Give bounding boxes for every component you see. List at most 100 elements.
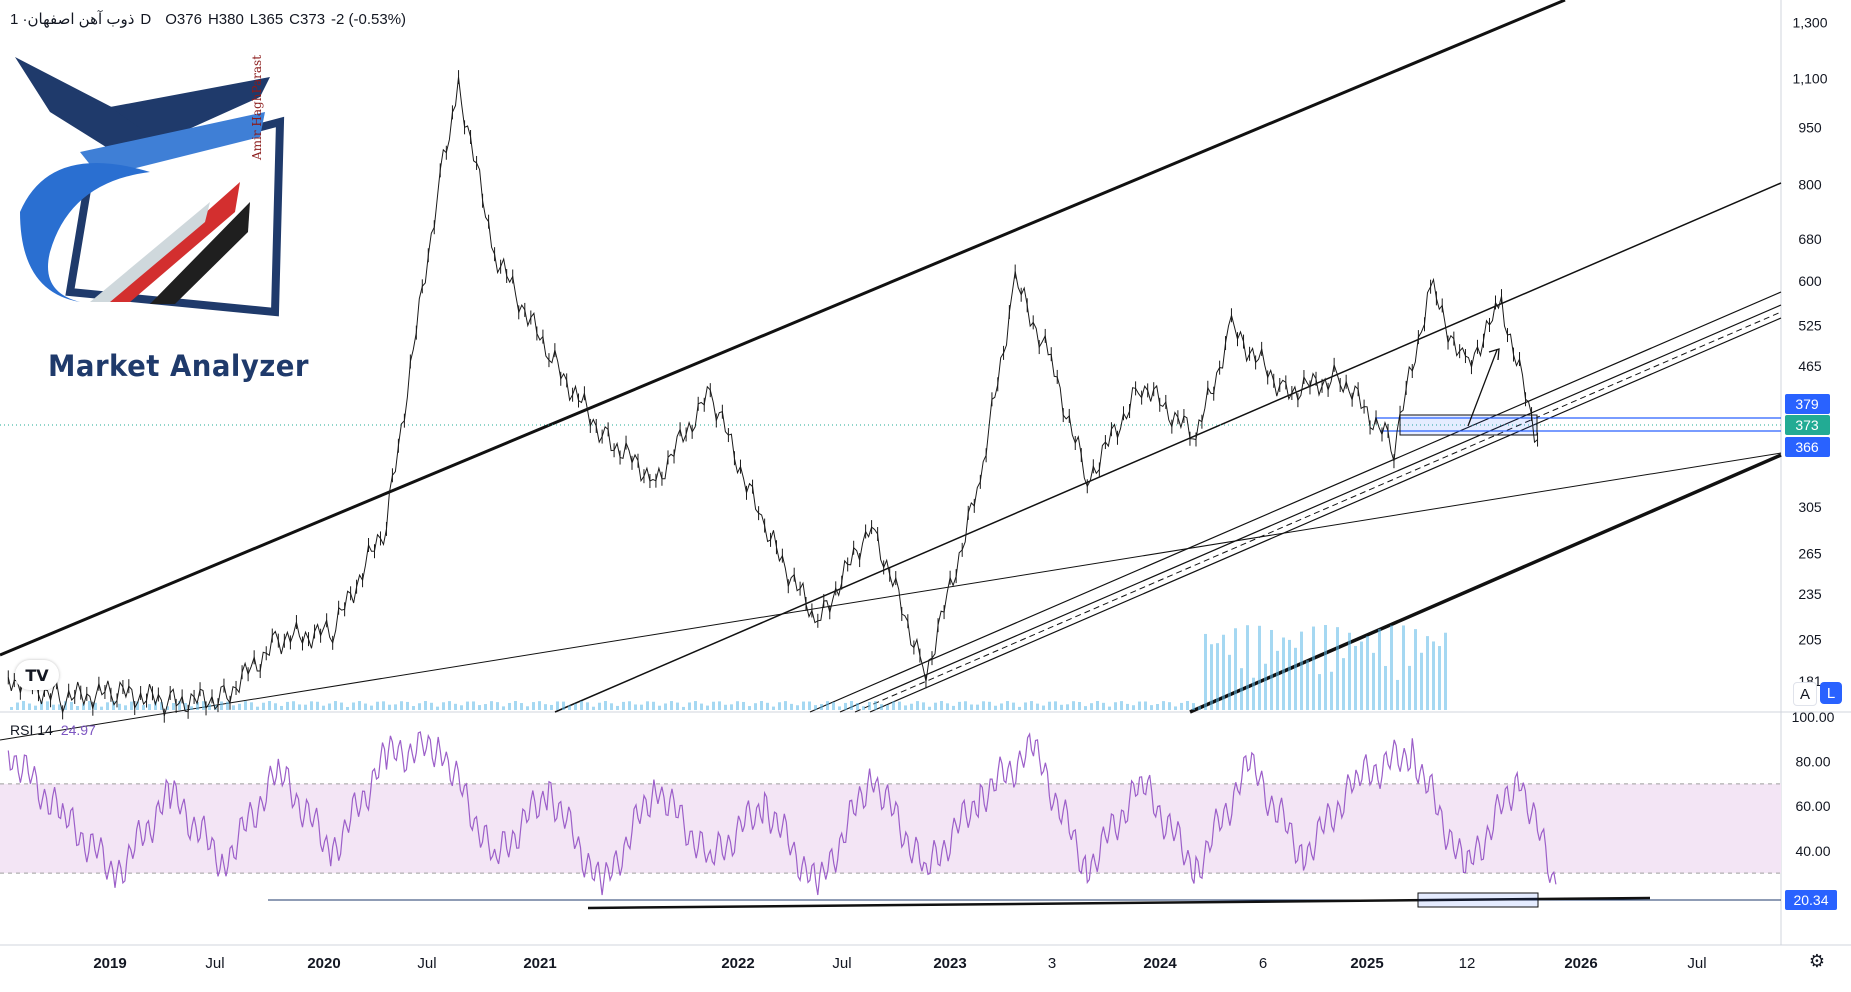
volume-bar [910,703,913,710]
volume-bar [754,703,757,710]
price-tick-label: 600 [1798,273,1822,289]
timeframe-label[interactable]: · 1D [10,11,152,28]
volume-bar [340,702,343,710]
rsi-trend-line [587,896,1651,910]
volume-bar [802,701,805,710]
volume-bar [1186,701,1189,710]
volume-bar [922,702,925,710]
volume-bar [496,702,499,710]
rsi-tick-label: 40.00 [1795,843,1830,859]
volume-bar [1042,705,1045,710]
volume-bar [730,704,733,710]
volume-bar [1168,702,1171,710]
volume-bar [328,703,331,710]
log-scale-button[interactable]: L [1820,682,1842,704]
volume-bar [526,706,529,710]
volume-bar [268,701,271,710]
volume-bar [1000,703,1003,710]
close-value: C373 [289,11,326,28]
auto-scale-button[interactable]: A [1793,682,1817,706]
volume-bar [586,702,589,710]
volume-bar [466,701,469,710]
volume-bar [736,701,739,710]
rsi-header: RSI 14 24.97 [10,722,96,738]
volume-bar [292,701,295,710]
volume-bar [460,705,463,710]
time-tick-label: 3 [1048,955,1056,972]
time-tick-label: Jul [832,955,851,972]
tradingview-logo-icon[interactable]: TV [15,660,59,690]
price-badge-label: 373 [1795,417,1819,433]
volume-bar [1030,701,1033,710]
volume-bar [136,701,139,710]
volume-bar [436,706,439,710]
volume-bar [1138,701,1141,710]
volume-bar [1222,634,1225,710]
price-badge-bg [1785,415,1830,435]
volume-bar [148,704,151,710]
volume-bar [562,701,565,710]
volume-bar [1312,626,1315,710]
volume-bar [202,701,205,710]
volume-bar [478,705,481,710]
volume-bar [1132,705,1135,710]
volume-bar [1414,629,1417,710]
volume-bar [1330,671,1333,710]
volume-bar [568,705,571,710]
settings-gear-icon[interactable]: ⚙ [1808,950,1826,971]
volume-bar [880,704,883,710]
price-badge-bg [1785,394,1830,414]
volume-bar [1060,704,1063,710]
price-badge-bg [1785,437,1830,457]
volume-bar [694,701,697,710]
rsi-tick-label: 100.00 [1792,709,1835,725]
volume-bar [670,701,673,710]
volume-bar [700,703,703,710]
volume-bar [760,701,763,710]
volume-bar [472,701,475,710]
volume-bar [1276,650,1279,710]
volume-bar [520,703,523,710]
volume-bar [64,701,67,710]
price-badge-373: 373 [1785,415,1830,435]
logo-author: Amir HaghParast [250,54,264,160]
rsi-band [0,783,1781,874]
trend-line-4 [839,304,1782,713]
volume-bar [610,703,613,710]
volume-bar [1150,705,1153,710]
volume-bar [1318,674,1321,710]
time-tick-label: 2022 [721,955,754,972]
time-tick-label: 12 [1459,955,1476,972]
volume-bar [1366,636,1369,710]
ohlc-values: O376 H380 L365 C373 -2 (-0.53%) [165,11,412,28]
volume-bar [550,704,553,710]
symbol-name[interactable]: ذوب آهن اصفهان [27,11,135,28]
price-tick-label: 800 [1798,177,1822,193]
volume-bar [1126,703,1129,710]
volume-bar [1156,704,1159,710]
volume-bar [628,701,631,710]
volume-bar [1282,637,1285,710]
volume-bar [58,704,61,710]
volume-bar [742,701,745,710]
volume-bar [442,702,445,710]
volume-bar [970,704,973,710]
volume-bar [958,701,961,710]
volume-bar [154,701,157,710]
time-tick-label: 2025 [1350,955,1383,972]
projection-arrow [1467,348,1500,427]
trend-line-dashed [854,311,1782,713]
volume-bar [1348,632,1351,710]
volume-bar [1084,706,1087,710]
rsi-label[interactable]: RSI 14 [10,722,53,738]
volume-bar [1384,665,1387,710]
volume-bar [652,701,655,710]
volume-bar [1054,701,1057,710]
volume-bar [748,706,751,710]
volume-bar [208,704,211,710]
volume-bar [682,706,685,710]
volume-bar [244,701,247,710]
volume-bar [130,701,133,710]
volume-bar [76,706,79,710]
